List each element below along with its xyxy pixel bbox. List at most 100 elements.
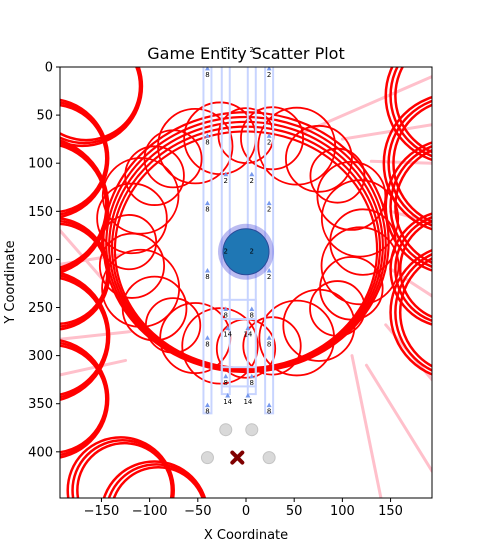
x-tick-label: 100	[330, 504, 355, 519]
right-arc	[394, 148, 432, 265]
entity-marker-label: 8	[224, 379, 228, 387]
pickup-entity	[245, 423, 259, 437]
entity-marker-label: 2	[250, 46, 254, 54]
entity-marker-label: 2	[267, 206, 271, 214]
right-arc	[398, 219, 432, 319]
entity-marker	[225, 393, 231, 398]
ray-line	[340, 123, 432, 141]
entity-marker-label: 2	[267, 71, 271, 79]
entity-marker	[204, 402, 210, 408]
y-tick-label: 350	[28, 397, 53, 412]
entity-marker-label: 8	[267, 408, 271, 416]
rail-connector	[220, 366, 257, 388]
entity-marker-label: 2	[267, 138, 271, 146]
entity-marker	[249, 373, 255, 379]
right-arc	[387, 99, 432, 227]
pickup-entity	[200, 451, 214, 465]
entity-marker-label: 8	[205, 206, 209, 214]
entity-marker-label: 8	[205, 71, 209, 79]
entity-marker	[204, 67, 210, 71]
entity-marker-label: 8	[205, 340, 209, 348]
x-tick-label: −100	[132, 504, 168, 519]
left-arc	[76, 441, 174, 498]
y-tick-label: 400	[28, 445, 53, 460]
y-tick-label: 50	[36, 109, 53, 124]
ring-arc	[242, 316, 302, 376]
right-arc	[394, 252, 432, 372]
y-axis-label: Y Coordinate	[3, 240, 18, 324]
y-tick-label: 0	[45, 61, 53, 76]
entity-marker	[223, 171, 229, 177]
ray-line	[60, 358, 128, 377]
y-tick-label: 300	[28, 349, 53, 364]
right-arc	[389, 67, 432, 158]
entity-marker	[204, 133, 210, 138]
entity-marker-label: 8	[250, 379, 254, 387]
rail-column	[220, 67, 231, 396]
entity-marker	[266, 267, 272, 273]
ray-line	[60, 330, 132, 341]
right-arc	[394, 67, 432, 154]
y-tick-label: 100	[28, 157, 53, 172]
x-tick-label: −150	[84, 504, 120, 519]
pickup-entity	[262, 451, 276, 465]
ring-arc	[100, 214, 158, 271]
left-arc	[102, 460, 207, 498]
plot-background	[60, 67, 432, 498]
entity-marker-label: 14	[243, 398, 252, 406]
ring-arc	[320, 226, 400, 306]
plot-area: 828222822282881414888881414822	[60, 67, 432, 498]
player-label-left: 2	[224, 248, 228, 256]
right-arc	[394, 216, 432, 323]
entity-marker-label: 2	[250, 177, 254, 185]
entity-marker	[266, 335, 272, 340]
entity-marker-label: 8	[224, 311, 228, 319]
entity-marker	[266, 402, 272, 408]
entity-marker	[266, 67, 272, 71]
pickup-entity	[219, 423, 233, 437]
right-arc	[392, 103, 432, 223]
entity-marker	[204, 335, 210, 340]
entity-marker-label: 8	[205, 408, 209, 416]
left-arc	[60, 144, 108, 269]
rail-column	[202, 67, 213, 415]
y-tick-label: 200	[28, 253, 53, 268]
entity-marker	[249, 306, 255, 311]
right-arc	[389, 212, 432, 326]
right-arc	[389, 248, 432, 376]
x-tick-label: 50	[286, 504, 303, 519]
x-axis-label: X Coordinate	[204, 528, 288, 543]
right-arc	[384, 67, 432, 162]
ring-arc	[320, 179, 400, 258]
ring-arc	[101, 157, 180, 235]
entity-marker-label: 2	[224, 177, 228, 185]
entity-marker	[266, 133, 272, 138]
chart-title: Game Entity Scatter Plot	[147, 44, 344, 63]
entity-marker	[266, 200, 272, 206]
left-arc	[60, 67, 142, 142]
ray-line	[364, 363, 432, 473]
left-arc	[112, 465, 204, 498]
entity-marker-label: 8	[205, 273, 209, 281]
entity-marker	[245, 325, 251, 331]
right-arc	[384, 141, 432, 272]
player-label-right: 2	[250, 248, 254, 256]
entity-marker-label: 8	[267, 340, 271, 348]
player-entity	[222, 228, 270, 276]
rail-connector	[220, 298, 257, 321]
entity-marker	[245, 393, 251, 398]
ray-line	[302, 75, 432, 134]
x-tick-label: 150	[378, 504, 403, 519]
right-arc	[389, 144, 432, 269]
x-tick-label: −50	[184, 504, 211, 519]
left-arc	[60, 276, 109, 396]
entity-marker	[223, 373, 229, 379]
entity-marker-label: 8	[205, 138, 209, 146]
ring-arc	[181, 307, 259, 385]
right-arc	[382, 95, 432, 231]
entity-marker-label: 2	[224, 46, 228, 54]
entity-marker-label: 14	[243, 331, 252, 339]
entity-marker-label: 14	[223, 331, 232, 339]
